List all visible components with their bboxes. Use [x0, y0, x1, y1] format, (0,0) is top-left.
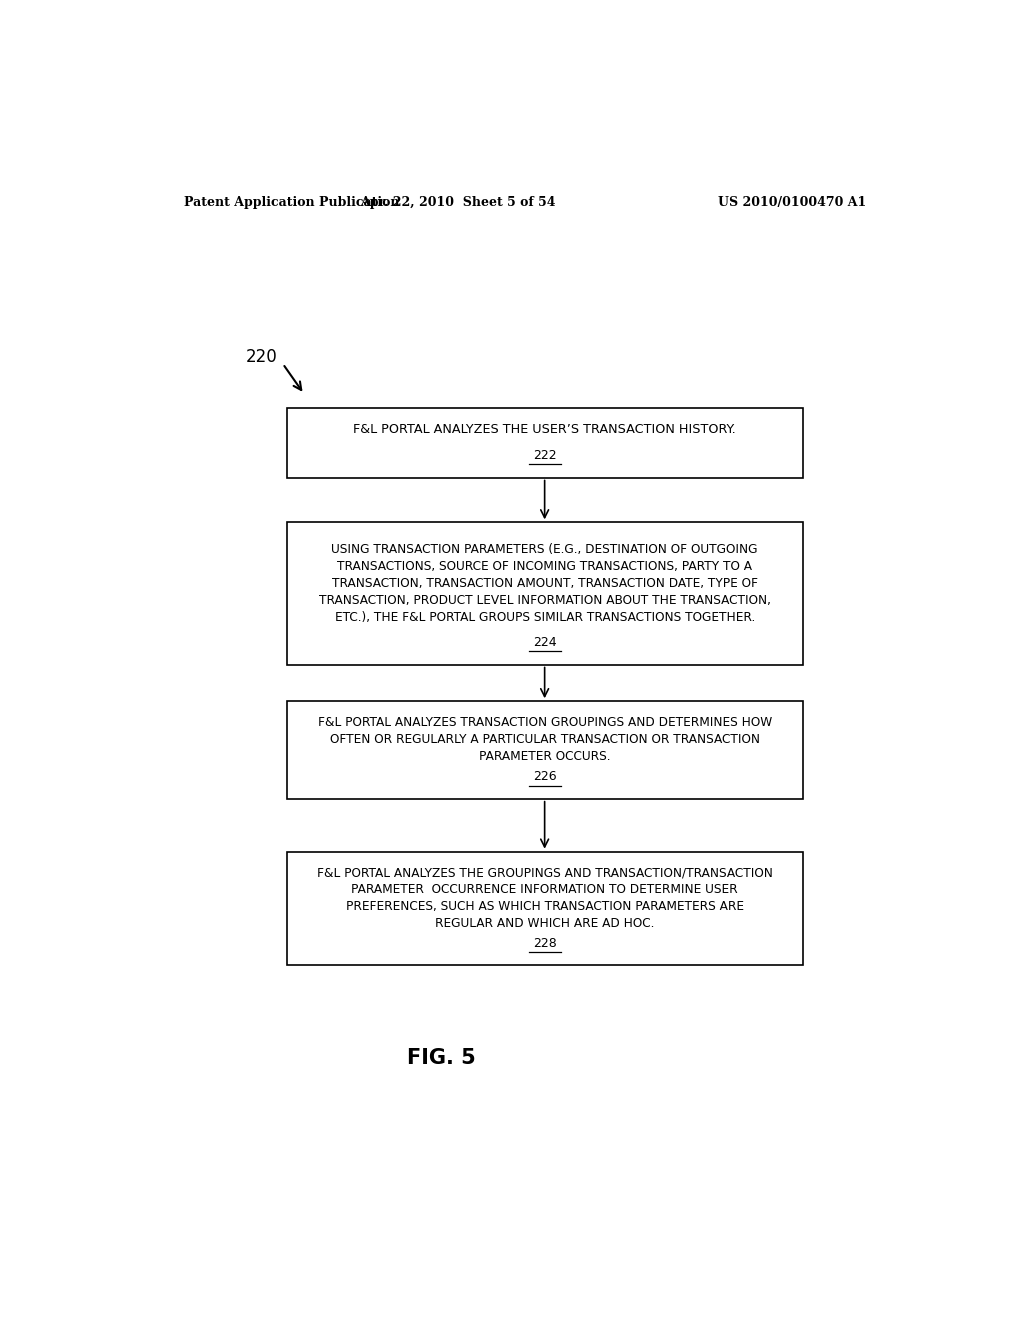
- Text: F&L PORTAL ANALYZES THE GROUPINGS AND TRANSACTION/TRANSACTION
PARAMETER  OCCURRE: F&L PORTAL ANALYZES THE GROUPINGS AND TR…: [316, 866, 772, 931]
- Bar: [287, 701, 803, 799]
- Text: Patent Application Publication: Patent Application Publication: [183, 195, 399, 209]
- Text: 222: 222: [532, 449, 556, 462]
- Text: 220: 220: [246, 347, 278, 366]
- Text: 224: 224: [532, 636, 556, 648]
- Text: Apr. 22, 2010  Sheet 5 of 54: Apr. 22, 2010 Sheet 5 of 54: [359, 195, 555, 209]
- Text: US 2010/0100470 A1: US 2010/0100470 A1: [718, 195, 866, 209]
- Bar: [287, 523, 803, 664]
- Text: 228: 228: [532, 937, 556, 949]
- Text: F&L PORTAL ANALYZES THE USER’S TRANSACTION HISTORY.: F&L PORTAL ANALYZES THE USER’S TRANSACTI…: [353, 424, 736, 437]
- Text: FIG. 5: FIG. 5: [408, 1048, 476, 1068]
- Text: F&L PORTAL ANALYZES TRANSACTION GROUPINGS AND DETERMINES HOW
OFTEN OR REGULARLY : F&L PORTAL ANALYZES TRANSACTION GROUPING…: [317, 717, 772, 763]
- Text: 226: 226: [532, 770, 556, 783]
- Text: USING TRANSACTION PARAMETERS (E.G., DESTINATION OF OUTGOING
TRANSACTIONS, SOURCE: USING TRANSACTION PARAMETERS (E.G., DEST…: [318, 543, 771, 624]
- Bar: [287, 408, 803, 478]
- Bar: [287, 851, 803, 965]
